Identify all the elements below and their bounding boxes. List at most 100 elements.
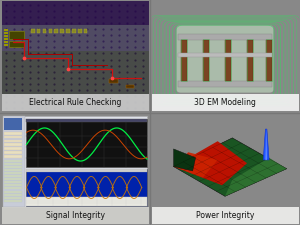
Point <box>125 88 130 92</box>
Point <box>68 40 73 43</box>
Point <box>60 106 65 110</box>
Point <box>65 68 70 71</box>
Point <box>4 40 8 43</box>
Point <box>28 9 33 13</box>
Point <box>12 34 16 37</box>
Point <box>68 15 73 19</box>
Point <box>84 100 89 104</box>
Point <box>117 106 122 110</box>
Point <box>84 94 89 98</box>
Point <box>12 58 16 61</box>
Point <box>52 76 57 80</box>
Point <box>133 34 138 37</box>
Point <box>28 106 33 110</box>
Point <box>125 70 130 74</box>
Point <box>133 82 138 86</box>
Point <box>68 94 73 98</box>
Point <box>133 15 138 19</box>
Point <box>109 3 113 7</box>
Point <box>68 70 73 74</box>
Point <box>28 52 33 55</box>
Point <box>44 27 49 31</box>
Point <box>92 94 97 98</box>
Point <box>125 3 130 7</box>
Point <box>44 46 49 49</box>
Bar <box>203 40 209 81</box>
Point <box>36 3 41 7</box>
Point <box>84 9 89 13</box>
Point <box>60 58 65 61</box>
Bar <box>3 116 147 207</box>
Point <box>117 58 122 61</box>
Point <box>110 76 114 80</box>
Point <box>76 100 81 104</box>
Point <box>84 70 89 74</box>
Point <box>44 64 49 68</box>
Point <box>44 70 49 74</box>
Point <box>60 21 65 25</box>
Point <box>44 34 49 37</box>
Point <box>28 27 33 31</box>
Point <box>76 15 81 19</box>
Polygon shape <box>266 129 267 160</box>
Point <box>84 106 89 110</box>
Point <box>28 94 33 98</box>
Point <box>125 64 130 68</box>
Point <box>44 58 49 61</box>
Point <box>4 3 8 7</box>
Point <box>100 9 105 13</box>
Polygon shape <box>174 138 287 196</box>
Point <box>133 106 138 110</box>
Bar <box>4 163 22 165</box>
Bar <box>2 207 148 224</box>
Point <box>52 70 57 74</box>
Point <box>109 76 113 80</box>
Bar <box>4 166 22 168</box>
Bar <box>2 94 148 111</box>
Point <box>125 9 130 13</box>
Point <box>141 88 146 92</box>
Point <box>76 34 81 37</box>
Point <box>36 46 41 49</box>
Point <box>44 15 49 19</box>
Point <box>125 58 130 61</box>
Point <box>12 82 16 86</box>
Point <box>84 3 89 7</box>
Point <box>60 94 65 98</box>
Point <box>36 21 41 25</box>
Bar <box>26 119 147 122</box>
Point <box>52 52 57 55</box>
Point <box>92 82 97 86</box>
Point <box>133 70 138 74</box>
Point <box>141 34 146 37</box>
Point <box>76 76 81 80</box>
Point <box>52 27 57 31</box>
Point <box>141 27 146 31</box>
Point <box>68 21 73 25</box>
Bar <box>266 40 272 81</box>
Point <box>125 94 130 98</box>
Point <box>36 94 41 98</box>
Point <box>100 40 105 43</box>
Point <box>28 21 33 25</box>
Point <box>133 76 138 80</box>
Point <box>68 34 73 37</box>
Bar <box>4 32 8 34</box>
FancyBboxPatch shape <box>176 25 274 93</box>
Point <box>100 15 105 19</box>
Point <box>84 52 89 55</box>
Point <box>28 15 33 19</box>
Point <box>100 64 105 68</box>
Point <box>36 76 41 80</box>
Point <box>125 27 130 31</box>
Point <box>76 88 81 92</box>
Point <box>52 21 57 25</box>
Point <box>20 34 25 37</box>
Bar <box>4 29 8 32</box>
Point <box>109 82 113 86</box>
Point <box>21 57 26 60</box>
Point <box>117 82 122 86</box>
Point <box>141 9 146 13</box>
Point <box>20 94 25 98</box>
Point <box>109 58 113 61</box>
